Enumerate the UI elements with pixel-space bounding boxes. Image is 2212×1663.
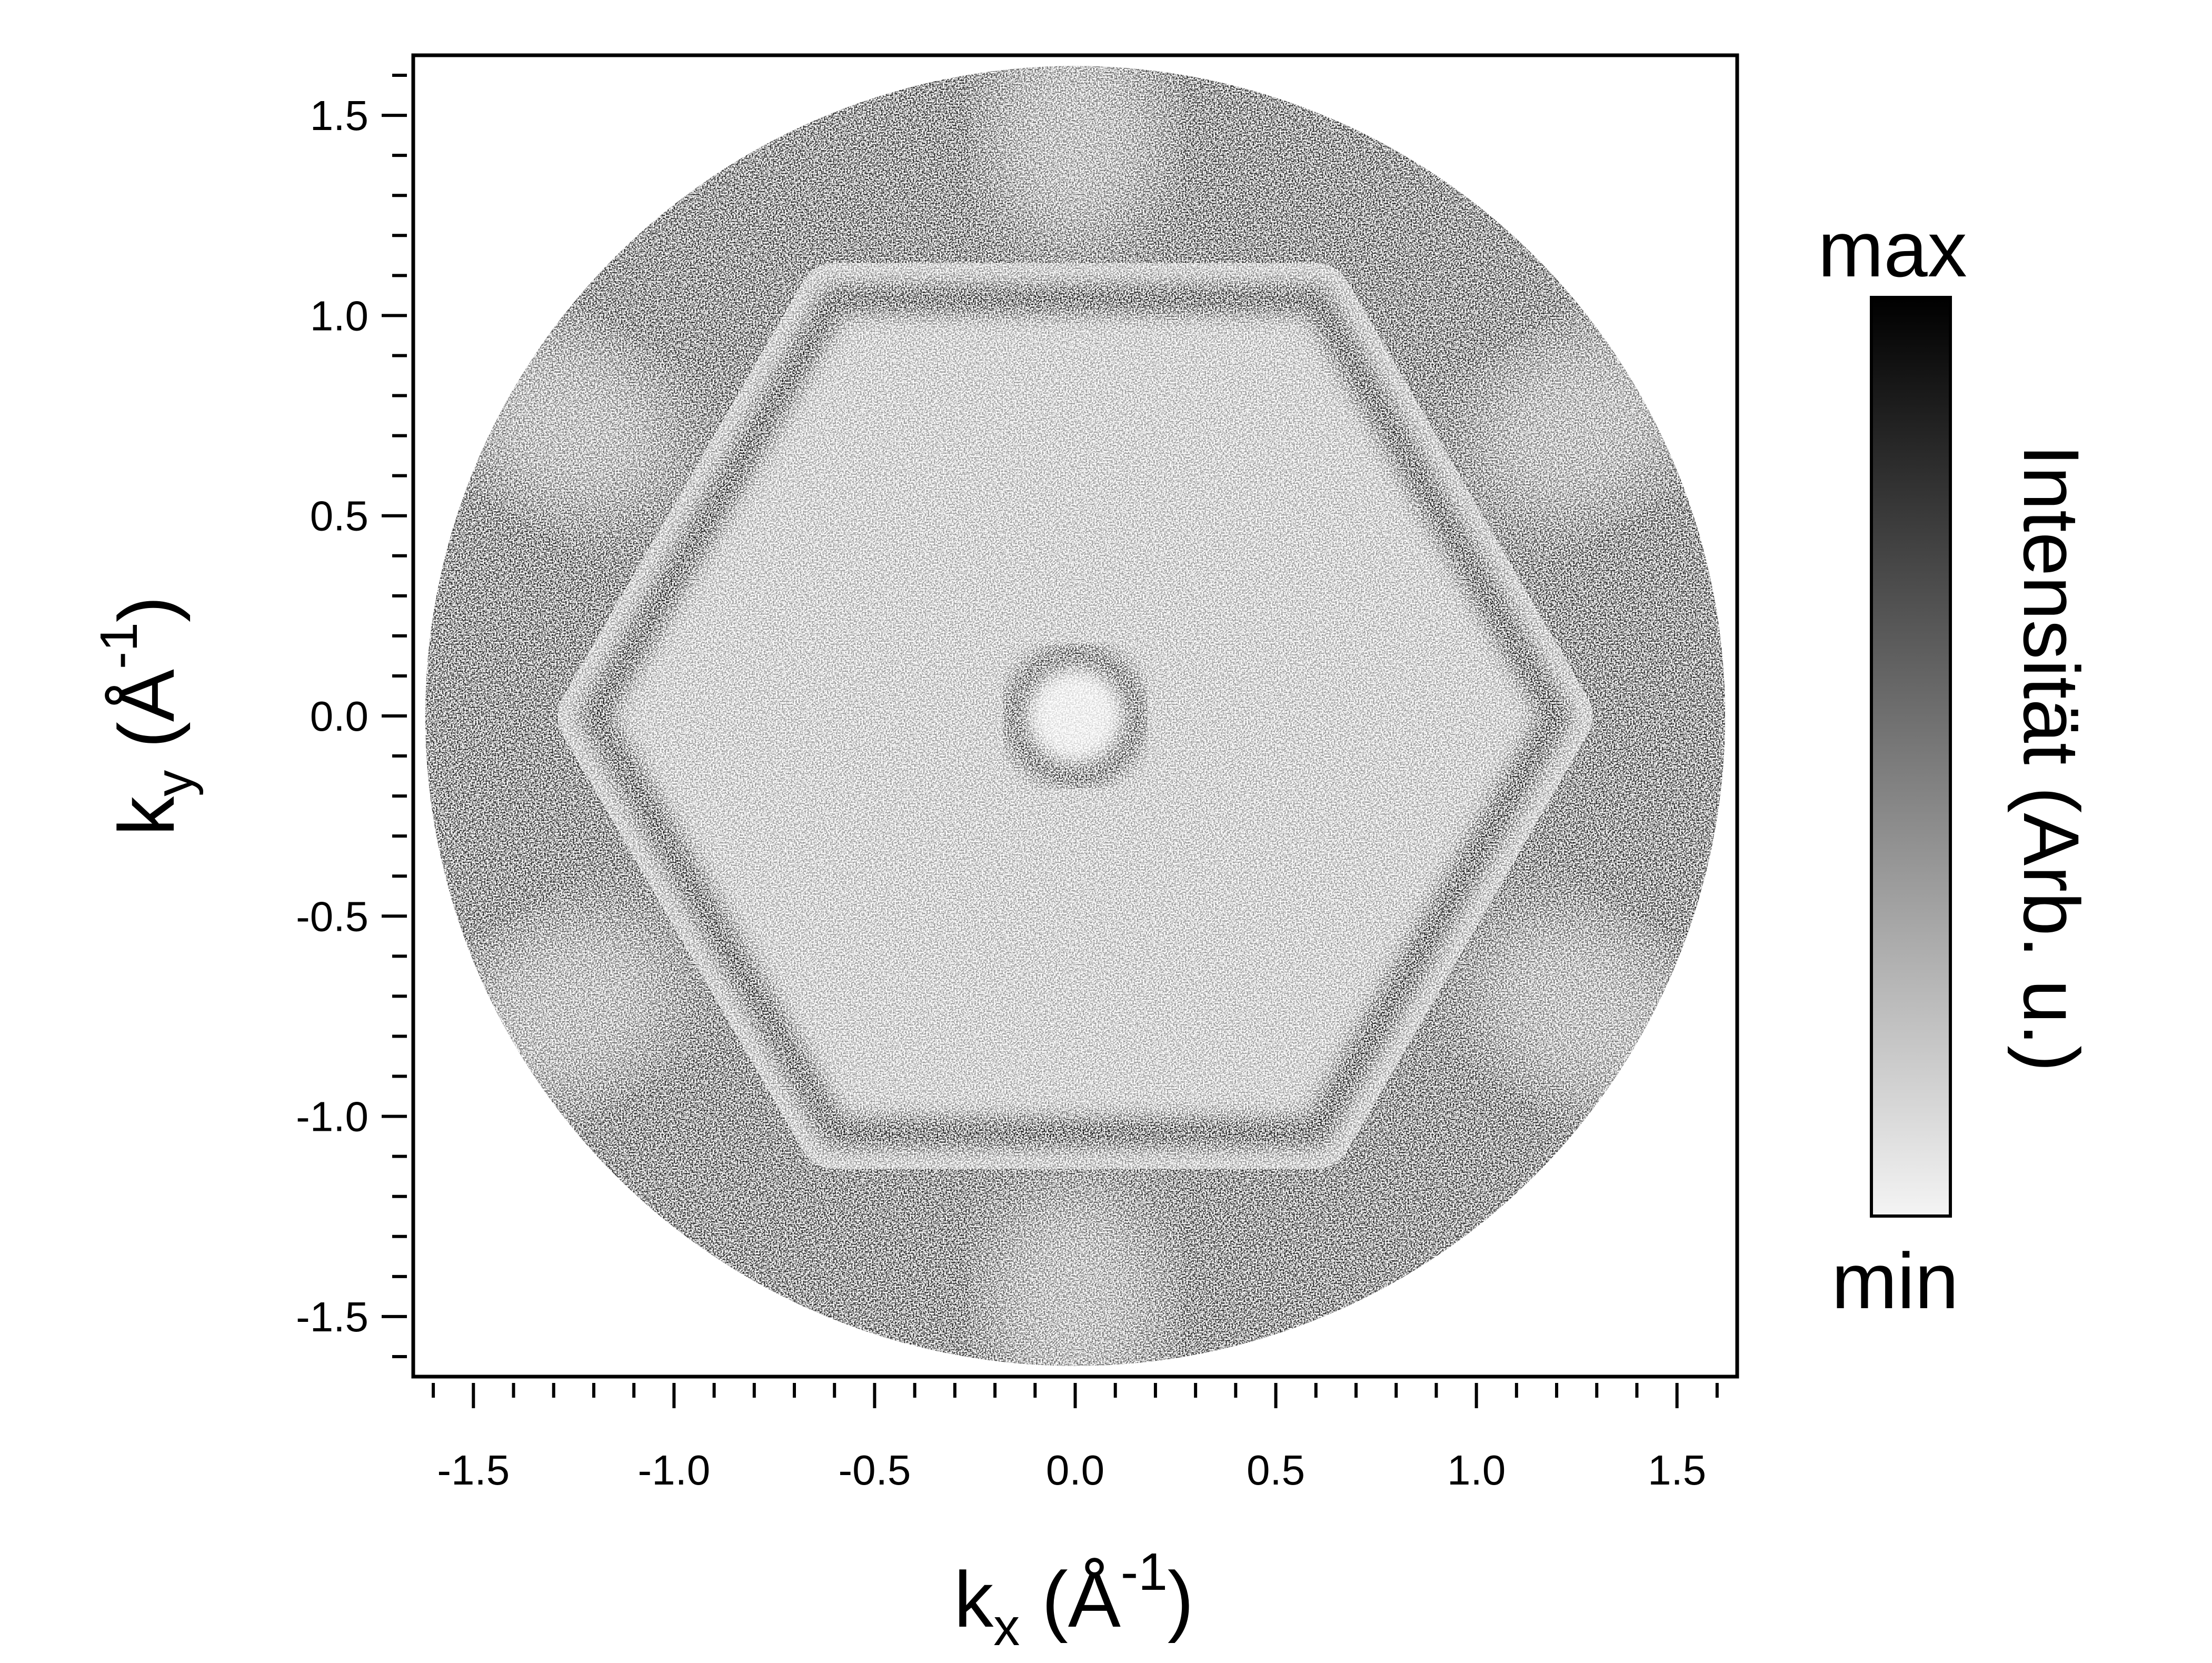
x-axis-title: kx (Å-1)	[954, 1542, 1194, 1657]
plot-frame	[411, 53, 1739, 1379]
y-tick-label: -0.5	[296, 893, 368, 940]
y-tick-label: 0.5	[310, 493, 368, 540]
colorbar-max-label: max	[1818, 205, 1967, 293]
y-tick-label: 1.0	[310, 292, 368, 339]
x-tick-label: 0.0	[1046, 1447, 1104, 1493]
x-tick-label: -0.5	[839, 1447, 911, 1493]
y-tick-label: 0.0	[310, 693, 368, 740]
x-axis: -1.5 -1.0 -0.5 0.0 0.5 1.0 1.5	[432, 1383, 1719, 1493]
x-tick-label: 1.0	[1447, 1447, 1506, 1493]
colorbar-gradient	[1870, 296, 1952, 1218]
y-tick-label: -1.5	[296, 1293, 368, 1340]
colorbar-min-label: min	[1831, 1237, 1959, 1325]
y-axis: 1.5 1.0 0.5 0.0 -0.5 -1.0 -1.5	[296, 74, 407, 1358]
colorbar-title: Intensität (Arb. u.)	[2007, 444, 2096, 1072]
y-tick-label: 1.5	[310, 92, 368, 139]
y-axis-title: ky (Å-1)	[89, 596, 204, 836]
x-tick-label: 0.5	[1247, 1447, 1305, 1493]
y-tick-label: -1.0	[296, 1093, 368, 1140]
noise-texture	[425, 66, 1726, 1366]
momentum-map	[425, 66, 1726, 1366]
plot-area: -1.5 -1.0 -0.5 0.0 0.5 1.0 1.5 1.5 1.0 0.5 0.0 -0.…	[296, 53, 1739, 1493]
x-tick-label: -1.5	[437, 1447, 510, 1493]
colorbar: max min Intensität (Arb. u.)	[1818, 205, 2096, 1325]
x-tick-label: -1.0	[637, 1447, 710, 1493]
x-tick-label: 1.5	[1648, 1447, 1706, 1493]
